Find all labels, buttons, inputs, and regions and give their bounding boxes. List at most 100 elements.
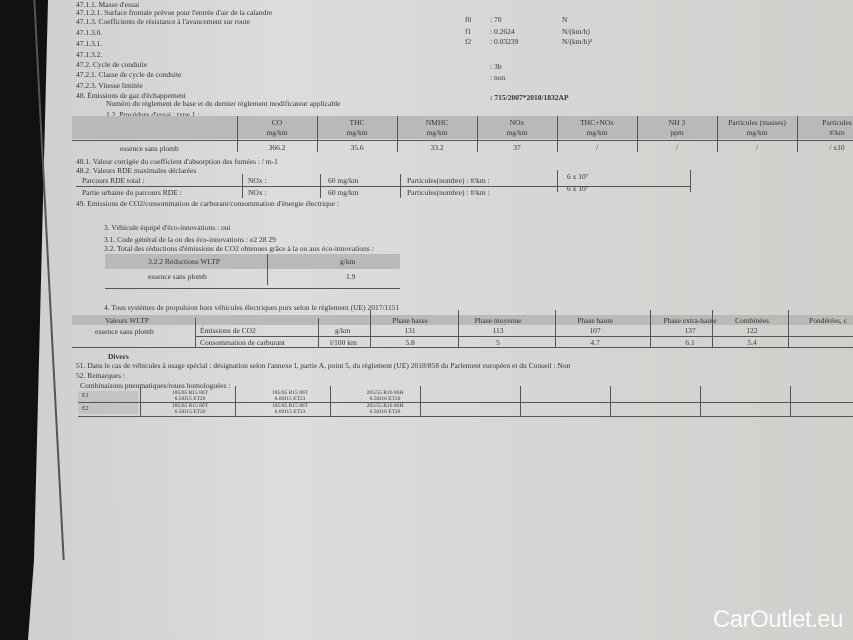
value: 1.9 (346, 272, 356, 281)
co2-value: 113 (492, 326, 504, 335)
column-divider (477, 116, 478, 152)
column-divider (650, 310, 651, 348)
row-label: Consommation de carburant (200, 338, 285, 347)
column-divider (237, 116, 238, 152)
rde-label: Parcours RDE total : (82, 176, 145, 185)
rim-size: 6.50J15 ET20 (174, 409, 206, 415)
eco-line: 3.1. Code général de la ou des éco-innov… (104, 235, 276, 244)
cell-value: 37 (513, 143, 521, 152)
rde-pn: Particules(nombre) : #/km : (407, 188, 490, 197)
rde-pn: Particules(nombre) : #/km : (407, 176, 490, 185)
fuel-value: 4.7 (590, 338, 600, 347)
rde-pn-value: 6 x 10⁷ (567, 172, 589, 181)
coef-name: f2 (465, 37, 472, 46)
eco-line: 3. Véhicule équipé d'éco-innovations : o… (104, 223, 231, 232)
cell-value: 35.6 (350, 143, 364, 152)
column-divider (790, 386, 791, 416)
co2-value: 131 (404, 326, 416, 335)
row-unit: g/km (335, 326, 351, 335)
line: 47.1.3.2. (76, 50, 103, 59)
header: 3.2.2 Réductions WLTP (148, 257, 221, 266)
column-unit: mg/km (746, 128, 768, 137)
column-divider (610, 386, 611, 416)
line-4: 4. Tous systèmes de propulsion hors véhi… (104, 303, 400, 312)
rim-size: 6.00J15 ET23 (274, 396, 306, 402)
line-49: 49. Emissions de CO2/consommation de car… (76, 199, 340, 208)
line: 1.2. Procédure d'essai : type 1 : (106, 110, 200, 119)
rde-pn-value: 6 x 10⁷ (567, 184, 589, 193)
line: 47.1.3.0. (76, 28, 103, 37)
fuel-value: 5.8 (405, 338, 415, 347)
tyre-size: 185/65 R15 86T (271, 403, 309, 409)
column-header: NH 3 (668, 118, 686, 127)
fuel: essence sans plomb (95, 327, 154, 336)
phase-header: Phase moyenne (474, 316, 522, 325)
coef-value: : 0.03239 (490, 37, 519, 46)
regulation-number: : 715/2007*2018/1832AP (490, 93, 569, 102)
column-divider (397, 116, 398, 152)
tyre-size: 185/65 R15 86T (171, 390, 209, 396)
cell-value: 33.2 (430, 143, 444, 152)
fuel-value: 6.1 (685, 338, 695, 347)
column-divider (788, 310, 789, 348)
co2-value: 137 (684, 326, 696, 335)
line-48-2: 48.2. Valeurs RDE maximales déclarées (76, 166, 197, 175)
line-52: 52. Remarques : (76, 371, 125, 380)
column-divider (458, 310, 459, 348)
column-header: THC (349, 118, 365, 127)
speed-limited: : non (490, 73, 506, 82)
tyre-size: 185/65 R15 86T (271, 390, 309, 396)
line: 47.1.1. Masse d'essai (76, 0, 140, 9)
cell-value: / (675, 143, 679, 152)
column-divider (420, 386, 421, 416)
column-divider (317, 116, 318, 152)
line: Numéro du règlement de base et du dernie… (106, 99, 341, 108)
rim-size: 6.00J15 ET23 (274, 409, 306, 415)
rim-size: 6.50J16 ET20 (369, 409, 401, 415)
axle-label: E2 (82, 406, 89, 412)
cell-value: / (755, 143, 759, 152)
phase-header: Phase extra-haute (663, 316, 717, 325)
rim-size: 6.50J16 ET20 (369, 396, 401, 402)
column-divider (637, 116, 638, 152)
tyres-title: Combinaisons pneumatiques/roues homologu… (80, 381, 231, 390)
column-divider (235, 386, 236, 416)
column-divider (712, 310, 713, 348)
coef-unit: N/(km/h)² (562, 37, 593, 46)
column-divider (330, 386, 331, 416)
coef-name: f0 (465, 15, 472, 24)
coef-name: f1 (465, 27, 472, 36)
cell-value: 366.2 (268, 143, 286, 152)
rde-nox: NOx : (248, 176, 267, 185)
rde-nox: NOx : (248, 188, 267, 197)
column-unit: mg/km (586, 128, 608, 137)
column-divider (700, 386, 701, 416)
column-divider (140, 386, 141, 416)
line: 47.2. Cycle de conduite (76, 60, 148, 69)
line: 47.1.3. Coefficients de résistance à l'a… (76, 17, 251, 26)
column-unit: #/km (829, 128, 845, 137)
line: 47.2.1. Classe de cycle de conduite (76, 70, 182, 79)
cycle-class: : 3b (490, 62, 502, 71)
row-unit: l/100 km (330, 338, 357, 347)
column-divider (557, 116, 558, 152)
line: 47.2.3. Vitesse limitée (76, 81, 143, 90)
rde-nox-value: 60 mg/km (328, 176, 359, 185)
line-48-1: 48.1. Valeur corrigée du coefficient d'a… (76, 157, 278, 166)
column-unit: mg/km (346, 128, 368, 137)
watermark-logo: CarOutlet.eu (712, 606, 844, 633)
row-label: essence sans plomb (148, 272, 207, 281)
line: 48. Émissions de gaz d'échappement (76, 91, 186, 100)
rde-label: Partie urbaine du parcours RDE : (82, 188, 182, 197)
column-header: NMHC (425, 118, 449, 127)
row-label: essence sans plomb (120, 144, 179, 153)
phase-header: Phase basse (392, 316, 428, 325)
column-unit: mg/km (426, 128, 448, 137)
row-label: Émissions de CO2 (200, 326, 256, 335)
line: 47.1.3.1. (76, 39, 103, 48)
fuel-value: 5 (496, 338, 500, 347)
column-header: NOx (509, 118, 525, 127)
divers: Divers (108, 352, 129, 361)
rim-size: 6.50J15 ET20 (174, 396, 206, 402)
column-unit: ppm (670, 128, 684, 137)
